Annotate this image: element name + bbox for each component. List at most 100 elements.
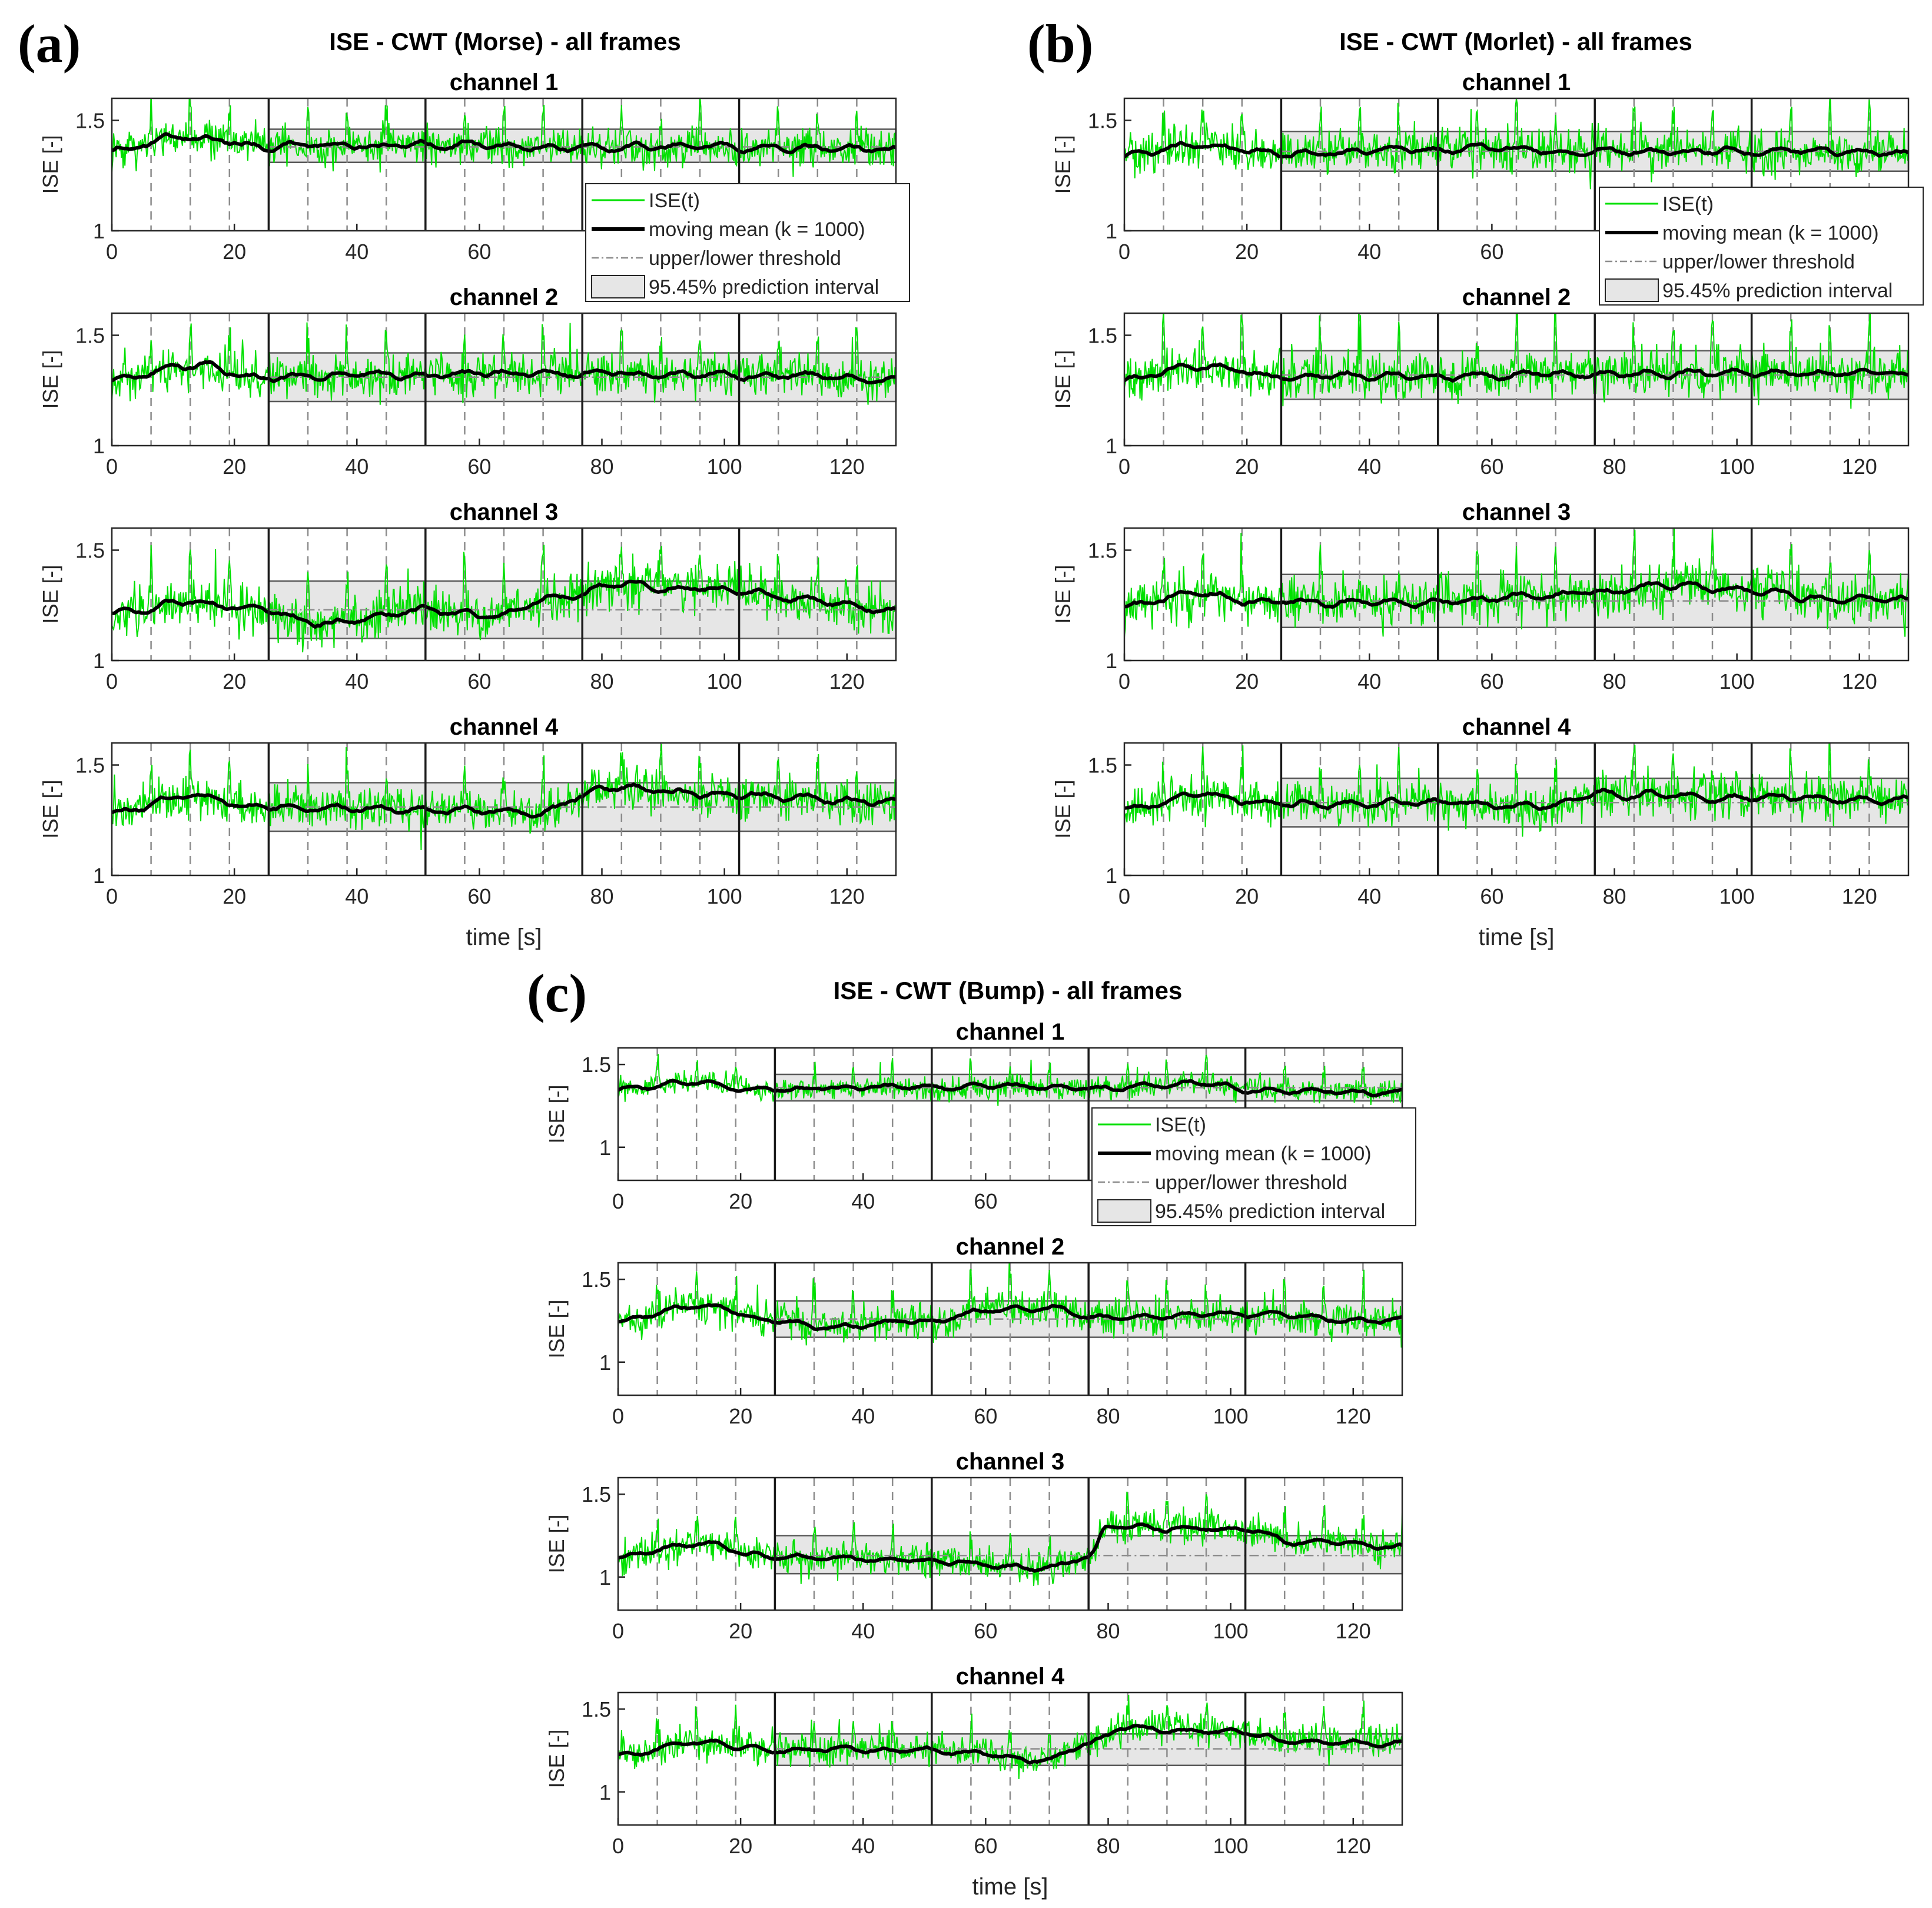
y-tick-label: 1.5 [75, 109, 105, 133]
y-tick-label: 1 [599, 1136, 611, 1160]
panel-a-letter: (a) [18, 14, 81, 74]
y-tick-label: 1.5 [1088, 109, 1117, 133]
y-tick-label: 1 [1106, 219, 1117, 243]
axes-box [1123, 312, 1910, 447]
y-axis-label: ISE [-] [38, 565, 62, 623]
panel-b-title: ISE - CWT (Morlet) - all frames [1339, 28, 1692, 55]
legend-entry-label: 95.45% prediction interval [649, 276, 879, 298]
x-tick-label: 60 [1480, 669, 1503, 693]
legend-entry-label: moving mean (k = 1000) [649, 218, 865, 241]
x-tick-label: 100 [1719, 454, 1755, 479]
y-tick-label: 1 [599, 1780, 611, 1804]
legend-swatch-band [591, 275, 645, 298]
channel-title: channel 1 [956, 1019, 1065, 1045]
legend-entry-label: 95.45% prediction interval [1155, 1200, 1385, 1223]
y-axis-label: ISE [-] [1051, 779, 1075, 838]
x-tick-label: 0 [612, 1404, 624, 1428]
x-tick-label: 0 [1118, 884, 1130, 908]
channel-title: channel 2 [956, 1234, 1065, 1260]
moving-mean-line [1124, 788, 1908, 811]
x-tick-label: 80 [1096, 1404, 1120, 1428]
axes-box [111, 527, 897, 662]
moving-mean-line [618, 1303, 1402, 1332]
x-tick-label: 120 [1336, 1619, 1371, 1643]
channel-title: channel 4 [1462, 714, 1571, 740]
channel-title: channel 2 [450, 284, 559, 310]
x-tick-label: 40 [345, 454, 369, 479]
x-tick-label: 80 [1602, 669, 1626, 693]
y-tick-label: 1.5 [582, 1482, 611, 1507]
x-tick-label: 20 [1235, 240, 1259, 264]
channel-title: channel 4 [956, 1664, 1065, 1690]
x-tick-label: 20 [729, 1404, 752, 1428]
x-tick-label: 60 [467, 454, 491, 479]
x-tick-label: 100 [707, 884, 742, 908]
panel-b-legend: ISE(t) moving mean (k = 1000) upper/lower … [1599, 187, 1924, 306]
y-tick-label: 1.5 [582, 1053, 611, 1077]
x-tick-label: 40 [345, 240, 369, 264]
x-tick-label: 0 [106, 884, 118, 908]
axes-box [1123, 97, 1910, 232]
x-tick-label: 40 [851, 1619, 875, 1643]
y-tick-label: 1 [93, 219, 105, 243]
panel-b-channel-2-axes: channel 2 1 1.5 0 20 40 60 80 100 120 ISE [-] [1051, 284, 1910, 479]
axes-box [617, 1476, 1403, 1611]
panel-b: (b) ISE - CWT (Morlet) - all frames channe… [1027, 14, 1924, 950]
y-axis-label: ISE [-] [545, 1299, 569, 1358]
x-tick-label: 100 [1719, 669, 1755, 693]
panel-c: (c) ISE - CWT (Bump) - all frames channel … [527, 963, 1416, 1900]
x-tick-label: 120 [1336, 1404, 1371, 1428]
ise-signal-line [112, 322, 896, 405]
panel-a-channel-3-axes: channel 3 1 1.5 0 20 40 60 80 100 120 ISE [-] [38, 499, 897, 693]
y-tick-label: 1.5 [75, 324, 105, 348]
y-tick-label: 1 [599, 1350, 611, 1375]
y-axis-label: ISE [-] [1051, 565, 1075, 623]
y-axis-label: ISE [-] [38, 350, 62, 409]
x-tick-label: 20 [1235, 454, 1259, 479]
channel-title: channel 3 [1462, 499, 1571, 525]
moving-mean-line [112, 132, 896, 155]
axes-box [111, 312, 897, 447]
x-tick-label: 100 [1213, 1404, 1249, 1428]
y-axis-label: ISE [-] [545, 1514, 569, 1573]
y-tick-label: 1 [93, 434, 105, 458]
panel-c-channel-4-axes: channel 4 1 1.5 0 20 40 60 80 100 120 ISE [-] [545, 1664, 1403, 1858]
ise-signal-line [112, 98, 896, 177]
x-tick-label: 60 [467, 240, 491, 264]
y-tick-label: 1.5 [1088, 539, 1117, 563]
y-tick-label: 1.5 [582, 1697, 611, 1721]
y-tick-label: 1.5 [1088, 324, 1117, 348]
channel-title: channel 1 [1462, 69, 1571, 95]
y-axis-label: ISE [-] [38, 779, 62, 838]
channel-title: channel 4 [450, 714, 559, 740]
panel-a-legend: ISE(t) moving mean (k = 1000) upper/lower … [585, 183, 910, 302]
x-tick-label: 60 [974, 1619, 997, 1643]
x-tick-label: 20 [1235, 669, 1259, 693]
x-tick-label: 20 [223, 240, 246, 264]
x-tick-label: 20 [729, 1619, 752, 1643]
channel-title: channel 1 [450, 69, 559, 95]
x-tick-label: 60 [974, 1834, 997, 1858]
legend-entry-label: upper/lower threshold [1662, 251, 1855, 273]
panel-a-x-axis-label: time [s] [466, 924, 542, 950]
x-tick-label: 20 [223, 669, 246, 693]
ise-signal-line [618, 1491, 1402, 1587]
x-tick-label: 120 [1336, 1834, 1371, 1858]
x-tick-label: 80 [1602, 884, 1626, 908]
axes-box [111, 97, 897, 232]
x-tick-label: 40 [345, 669, 369, 693]
axes-box [1123, 742, 1910, 877]
moving-mean-line [112, 360, 896, 385]
x-tick-label: 0 [612, 1834, 624, 1858]
x-tick-label: 0 [612, 1619, 624, 1643]
panel-a-title: ISE - CWT (Morse) - all frames [329, 28, 680, 55]
x-tick-label: 100 [1213, 1834, 1249, 1858]
x-tick-label: 40 [1357, 884, 1381, 908]
y-axis-label: ISE [-] [545, 1729, 569, 1788]
x-tick-label: 80 [590, 669, 613, 693]
x-tick-label: 60 [467, 884, 491, 908]
legend-entry-label: 95.45% prediction interval [1662, 280, 1893, 302]
ise-signal-line [1124, 528, 1908, 638]
